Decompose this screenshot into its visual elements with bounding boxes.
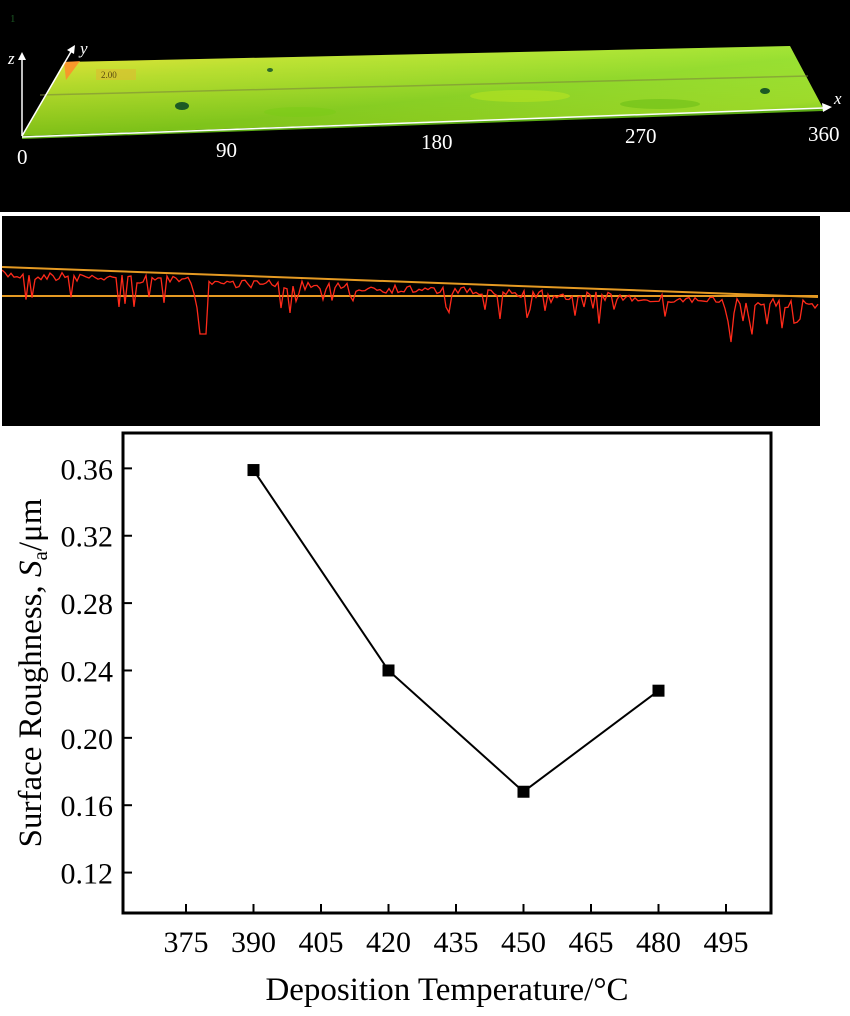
x-tick-label: 495 [704,926,749,959]
y-tick-label: 0.28 [61,588,114,621]
surface-shading [22,46,823,136]
profile-panel [1,216,820,426]
profile-svg [1,266,819,343]
x-tick-label: 420 [366,926,411,959]
x-tick-label: 375 [164,926,209,959]
surface-ridge-line [39,75,809,96]
data-point-marker [652,684,665,697]
data-point-marker [517,785,530,798]
x-tick-label: 405 [299,926,344,959]
data-point-marker [382,664,395,677]
profile-upper-reference-line [1,266,819,298]
z-axis-label: z [7,49,15,68]
series-line [252,469,660,793]
surface-patch [470,90,570,102]
roughness-chart: 0.12 0.16 0.20 0.24 0.28 0.32 0.36 375 390 405 42… [0,428,850,1011]
series-markers [247,464,665,798]
z-axis-arrow-icon [18,52,26,60]
surface-3d-panel: 2.00 1 z y x 0 90 180 270 360 [0,0,850,212]
surface-patch [264,107,336,117]
x-tick-label: 465 [569,926,614,959]
y-tick-label: 0.12 [61,858,114,891]
x-tick-label: 90 [216,138,237,162]
x-tick-label: 270 [625,124,657,148]
y-tick-label: 0.24 [61,655,114,688]
y-axis-arrow-icon [67,45,75,54]
y-axis-title-subscript: a [28,550,52,560]
surface-3d-svg: 2.00 1 z y x 0 90 180 270 360 [7,13,842,169]
y-axis-title-symbol: S [13,560,49,577]
y-axis-title-prefix: Surface Roughness, [13,577,49,847]
x-tick-label: 450 [501,926,546,959]
x-tick-label: 480 [636,926,681,959]
y-axis-line [21,49,73,137]
x-axis-title: Deposition Temperature/°C [265,972,628,1008]
y-axis-title-unit: /μm [13,498,49,551]
x-axis-arrow-icon [822,103,832,112]
chart-svg: 0.12 0.16 0.20 0.24 0.28 0.32 0.36 375 390 405 42… [13,431,773,1008]
x-tick-label: 435 [434,926,479,959]
surface-pit [760,88,770,94]
x-tick-label: 390 [231,926,276,959]
x-axis-label: x [833,89,842,108]
surface-pit [175,102,189,110]
x-tick-label: 360 [808,122,840,146]
y-axis-title: Surface Roughness, Sa/μm [13,498,52,847]
y-tick-label: 0.20 [61,723,114,756]
corner-label: 1 [10,13,16,25]
y-tick-label: 0.36 [61,453,114,486]
y-tick-label: 0.32 [61,521,114,554]
scale-label-box [96,69,136,80]
x-axis-line [21,107,825,138]
x-tick-labels: 0 90 180 270 360 [17,122,840,169]
surface-corner-highlight [64,61,80,80]
surface-patch [620,99,700,109]
x-tick-label: 180 [421,130,453,154]
scale-label: 2.00 [101,70,117,80]
y-axis-label: y [78,39,88,58]
y-axis-ticks: 0.12 0.16 0.20 0.24 0.28 0.32 0.36 [61,453,132,891]
x-axis-ticks: 375 390 405 420 435 450 465 480 495 [164,904,749,959]
data-point-marker [247,464,260,477]
plot-frame [121,431,773,915]
y-tick-label: 0.16 [61,790,114,823]
surface-pit [267,68,273,72]
x-tick-label: 0 [17,145,28,169]
profile-trace [1,269,819,343]
